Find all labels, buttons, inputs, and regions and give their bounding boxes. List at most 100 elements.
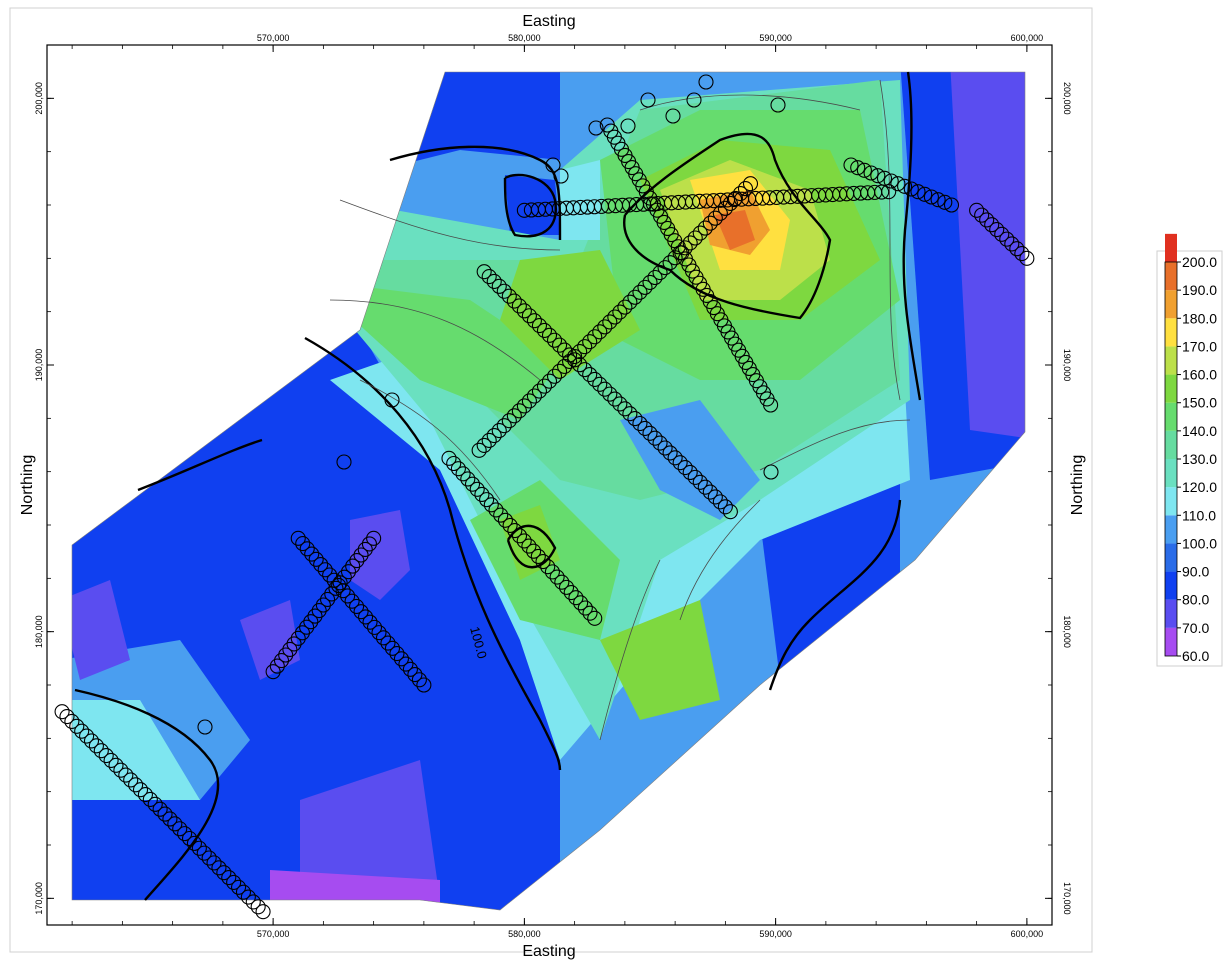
survey-point [930, 192, 946, 208]
survey-point [545, 157, 561, 173]
survey-point [446, 455, 462, 472]
colorbar-label: 100.0 [1182, 535, 1217, 551]
survey-point [118, 767, 134, 783]
x-axis-title-top: Easting [522, 13, 575, 30]
survey-point [737, 181, 754, 197]
survey-point [850, 160, 866, 176]
survey-point [103, 752, 119, 768]
survey-point [687, 469, 703, 485]
survey-point [476, 264, 492, 280]
x-tick-label-top: 600,000 [1011, 33, 1044, 43]
survey-point [132, 782, 149, 798]
survey-point [221, 869, 237, 886]
survey-point [672, 455, 688, 471]
survey-point [311, 603, 327, 619]
survey-point [702, 215, 718, 231]
survey-point [371, 625, 387, 641]
survey-point [313, 556, 329, 573]
survey-point [602, 314, 618, 330]
survey-point [541, 373, 558, 389]
survey-point [481, 432, 497, 449]
survey-point [587, 371, 603, 387]
survey-point [732, 185, 749, 202]
survey-point [511, 403, 527, 419]
survey-point [113, 762, 129, 778]
colorbar-swatch [1165, 543, 1177, 572]
survey-point [507, 523, 523, 539]
survey-point [890, 176, 906, 192]
survey-point [541, 327, 558, 343]
survey-point [742, 176, 759, 192]
survey-point [331, 577, 347, 594]
survey-point [617, 401, 633, 417]
survey-point [255, 904, 271, 920]
survey-point [531, 317, 548, 334]
survey-point [652, 265, 668, 281]
survey-point [521, 393, 537, 409]
colorbar-swatch [1165, 430, 1177, 459]
survey-point [295, 536, 311, 552]
survey-point [393, 651, 409, 667]
x-tick-label-bottom: 590,000 [759, 929, 792, 939]
survey-point [557, 358, 573, 374]
x-tick-label-top: 570,000 [257, 33, 290, 43]
survey-point [142, 791, 158, 808]
survey-point [632, 284, 648, 300]
survey-point [336, 454, 352, 470]
colorbar-label: 70.0 [1182, 620, 1209, 636]
survey-point [652, 435, 668, 451]
colorbar-swatch [1165, 262, 1177, 291]
survey-point [491, 278, 507, 294]
survey-point [282, 641, 298, 657]
survey-point [863, 165, 879, 181]
survey-point [526, 388, 542, 404]
survey-point [186, 835, 202, 851]
survey-point [521, 308, 537, 324]
survey-point [299, 619, 315, 635]
colorbar-swatch [1165, 318, 1177, 347]
survey-point [308, 551, 324, 567]
survey-point [497, 512, 513, 528]
survey-point [999, 231, 1015, 247]
colorbar-label: 200.0 [1182, 254, 1217, 270]
survey-point [501, 413, 517, 429]
survey-point [98, 748, 114, 764]
survey-point [567, 348, 583, 365]
survey-point [662, 255, 678, 271]
survey-point [881, 184, 897, 200]
survey-point [335, 583, 351, 599]
survey-point [647, 269, 663, 286]
survey-point [366, 530, 382, 546]
survey-point [612, 304, 628, 320]
survey-point [1009, 241, 1025, 257]
survey-point [345, 558, 361, 574]
survey-point [226, 874, 242, 890]
y-axis-title-left: Northing [19, 455, 36, 515]
survey-point [943, 197, 960, 213]
survey-point [441, 450, 457, 466]
survey-point [657, 440, 673, 456]
survey-point [162, 811, 178, 827]
survey-point [278, 647, 294, 663]
survey-point [471, 442, 487, 458]
survey-point [407, 666, 423, 683]
colorbar-label: 170.0 [1182, 338, 1217, 354]
survey-point [546, 368, 563, 384]
survey-point [516, 398, 532, 414]
survey-point [712, 205, 728, 221]
survey-point [501, 288, 517, 304]
survey-point [582, 605, 598, 621]
survey-point [322, 567, 338, 583]
colorbar-swatch [1165, 402, 1177, 431]
x-tick-label-bottom: 600,000 [1011, 929, 1044, 939]
y-axis-title-right: Northing [1069, 455, 1086, 515]
survey-point [402, 661, 418, 677]
survey-point [549, 569, 565, 585]
survey-point [290, 530, 306, 546]
survey-point [167, 816, 183, 832]
survey-point [353, 604, 369, 620]
survey-point [535, 554, 551, 570]
survey-point [592, 324, 608, 340]
y-tick-label-right: 180,000 [1062, 615, 1072, 648]
survey-point [573, 595, 589, 611]
